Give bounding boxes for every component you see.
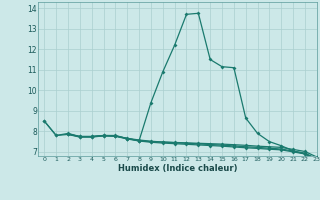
X-axis label: Humidex (Indice chaleur): Humidex (Indice chaleur) [118, 164, 237, 173]
